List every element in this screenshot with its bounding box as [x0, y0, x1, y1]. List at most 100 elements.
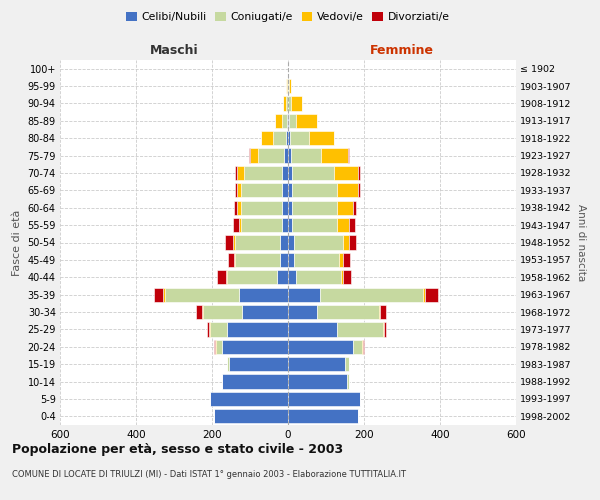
Bar [289, 79, 290, 93]
Y-axis label: Anni di nascita: Anni di nascita [576, 204, 586, 281]
Bar [215, 340, 216, 354]
Bar [294, 236, 343, 250]
Bar [343, 270, 351, 284]
Bar [288, 218, 292, 232]
Bar [241, 183, 283, 198]
Bar [347, 374, 349, 388]
Bar [348, 148, 349, 162]
Bar [423, 288, 425, 302]
Bar [249, 148, 250, 162]
Bar [287, 79, 288, 93]
Bar [239, 288, 288, 302]
Bar [277, 270, 288, 284]
Bar [210, 322, 227, 336]
Bar [288, 114, 289, 128]
Bar [244, 166, 283, 180]
Bar [239, 218, 241, 232]
Bar [242, 305, 288, 319]
Bar [358, 183, 360, 198]
Bar [217, 270, 226, 284]
Bar [288, 357, 345, 372]
Bar [337, 183, 358, 198]
Text: COMUNE DI LOCATE DI TRIULZI (MI) - Dati ISTAT 1° gennaio 2003 - Elaborazione TUT: COMUNE DI LOCATE DI TRIULZI (MI) - Dati … [12, 470, 406, 479]
Bar [210, 392, 288, 406]
Bar [287, 114, 288, 128]
Bar [241, 218, 283, 232]
Bar [291, 148, 322, 162]
Bar [288, 166, 292, 180]
Bar [320, 288, 423, 302]
Bar [203, 305, 242, 319]
Bar [353, 200, 356, 215]
Bar [221, 374, 288, 388]
Bar [275, 114, 281, 128]
Bar [226, 270, 227, 284]
Bar [216, 340, 221, 354]
Bar [294, 253, 340, 267]
Bar [226, 236, 233, 250]
Bar [363, 340, 364, 354]
Bar [292, 166, 334, 180]
Bar [341, 270, 343, 284]
Bar [273, 131, 286, 146]
Bar [241, 200, 283, 215]
Bar [292, 183, 337, 198]
Bar [289, 114, 296, 128]
Bar [221, 340, 288, 354]
Bar [345, 357, 349, 372]
Text: Maschi: Maschi [149, 44, 199, 57]
Bar [229, 357, 288, 372]
Bar [322, 148, 348, 162]
Bar [227, 357, 229, 372]
Bar [283, 96, 286, 110]
Bar [343, 236, 349, 250]
Bar [228, 253, 233, 267]
Bar [284, 148, 288, 162]
Bar [214, 409, 288, 424]
Bar [296, 270, 341, 284]
Bar [337, 200, 353, 215]
Bar [288, 322, 337, 336]
Bar [296, 114, 317, 128]
Bar [280, 236, 288, 250]
Bar [235, 166, 236, 180]
Text: Popolazione per età, sesso e stato civile - 2003: Popolazione per età, sesso e stato civil… [12, 442, 343, 456]
Y-axis label: Fasce di età: Fasce di età [12, 210, 22, 276]
Bar [286, 131, 288, 146]
Bar [164, 288, 239, 302]
Bar [286, 79, 287, 93]
Bar [286, 96, 288, 110]
Bar [288, 79, 289, 93]
Bar [202, 305, 203, 319]
Bar [288, 392, 360, 406]
Bar [379, 305, 380, 319]
Bar [317, 305, 379, 319]
Bar [214, 340, 215, 354]
Bar [235, 183, 236, 198]
Bar [227, 322, 288, 336]
Bar [196, 305, 202, 319]
Bar [288, 288, 320, 302]
Bar [288, 409, 358, 424]
Bar [235, 253, 280, 267]
Bar [257, 148, 284, 162]
Bar [380, 305, 386, 319]
Bar [280, 253, 288, 267]
Bar [292, 200, 337, 215]
Bar [227, 270, 277, 284]
Bar [288, 131, 290, 146]
Bar [208, 322, 209, 336]
Bar [250, 148, 257, 162]
Bar [292, 218, 337, 232]
Bar [349, 236, 356, 250]
Bar [340, 253, 343, 267]
Bar [288, 183, 292, 198]
Bar [288, 236, 294, 250]
Bar [288, 148, 291, 162]
Bar [262, 131, 273, 146]
Bar [209, 322, 210, 336]
Bar [288, 305, 317, 319]
Bar [343, 253, 350, 267]
Bar [288, 200, 292, 215]
Bar [291, 96, 302, 110]
